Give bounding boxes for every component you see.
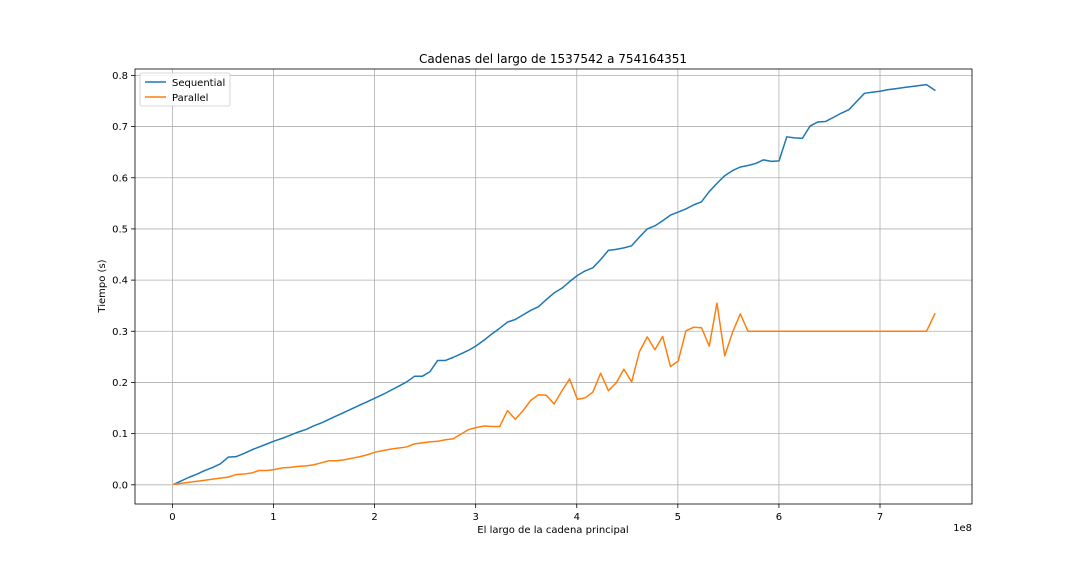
y-tick-label: 0.2 bbox=[112, 378, 128, 389]
x-tick-label: 1 bbox=[270, 512, 276, 523]
x-tick-label: 3 bbox=[472, 512, 478, 523]
grid bbox=[135, 69, 972, 504]
chart-title: Cadenas del largo de 1537542 a 754164351 bbox=[419, 52, 687, 66]
x-tick-label: 4 bbox=[574, 512, 580, 523]
x-tick-label: 5 bbox=[675, 512, 681, 523]
y-tick-label: 0.3 bbox=[112, 327, 128, 338]
y-axis-label: Tiempo (s) bbox=[97, 259, 108, 313]
y-tick-label: 0.6 bbox=[112, 173, 128, 184]
x-axis-label: El largo de la cadena principal bbox=[477, 525, 628, 536]
ticks: 0 1 2 3 4 5 6 7 0.0 0.1 0.2 0.3 0.4 0.5 0.6 0.7 0.8 bbox=[112, 71, 883, 523]
y-tick-label: 0.4 bbox=[112, 276, 128, 287]
series-line-parallel bbox=[173, 302, 936, 486]
legend-label-parallel: Parallel bbox=[172, 93, 208, 104]
y-tick-label: 0.8 bbox=[112, 71, 128, 82]
plot-area bbox=[135, 69, 972, 504]
x-tick-label: 6 bbox=[776, 512, 782, 523]
series-line-sequential bbox=[172, 83, 936, 486]
y-tick-label: 0.7 bbox=[112, 122, 128, 133]
plot-frame bbox=[134, 68, 973, 505]
x-tick-label: 0 bbox=[169, 512, 175, 523]
series-layer bbox=[172, 83, 936, 486]
y-tick-label: 0.0 bbox=[112, 480, 128, 491]
legend-label-sequential: Sequential bbox=[172, 78, 225, 89]
x-tick-label: 2 bbox=[371, 512, 377, 523]
y-tick-label: 0.5 bbox=[112, 224, 128, 235]
x-tick-label: 7 bbox=[877, 512, 883, 523]
y-tick-label: 0.1 bbox=[112, 429, 128, 440]
x-axis-offset-label: 1e8 bbox=[953, 523, 972, 534]
legend: Sequential Parallel bbox=[139, 72, 231, 107]
